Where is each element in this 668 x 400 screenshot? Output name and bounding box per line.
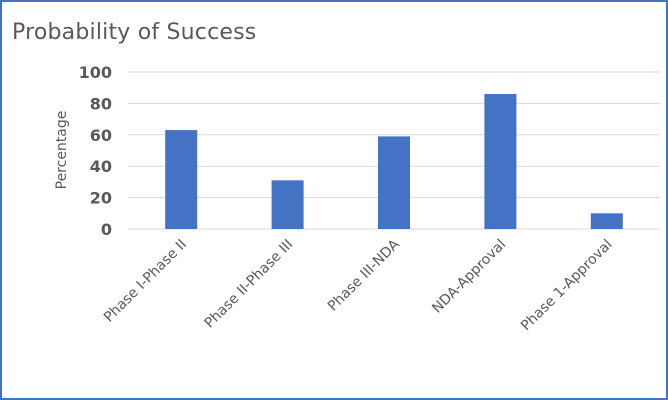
y-tick-label: 100 — [79, 63, 112, 82]
bar-5 — [590, 213, 623, 229]
x-tick-label: Phase III-NDA — [325, 236, 403, 314]
bar-4 — [484, 93, 517, 229]
x-tick-label: Phase I-Phase II — [101, 237, 190, 326]
y-axis-label: Percentage — [54, 111, 70, 190]
y-tick-label: 60 — [90, 126, 112, 145]
chart-title: Probability of Success — [12, 20, 257, 45]
x-axis-ticks: Phase I-Phase II Phase II-Phase III Phase … — [101, 236, 616, 334]
y-tick-label: 20 — [90, 189, 112, 208]
x-tick-label: NDA-Approval — [429, 237, 509, 317]
bars — [165, 93, 623, 229]
y-tick-label: 0 — [101, 220, 112, 239]
bar-3 — [378, 136, 410, 229]
bar-2 — [271, 180, 304, 229]
x-tick-label: Phase 1-Approval — [518, 237, 616, 335]
x-tick-label: Phase II-Phase III — [202, 237, 297, 332]
y-tick-label: 80 — [90, 94, 112, 113]
y-axis-ticks: 0 20 40 60 80 100 — [79, 63, 112, 239]
y-tick-label: 40 — [90, 157, 112, 176]
bar-1 — [165, 130, 198, 229]
